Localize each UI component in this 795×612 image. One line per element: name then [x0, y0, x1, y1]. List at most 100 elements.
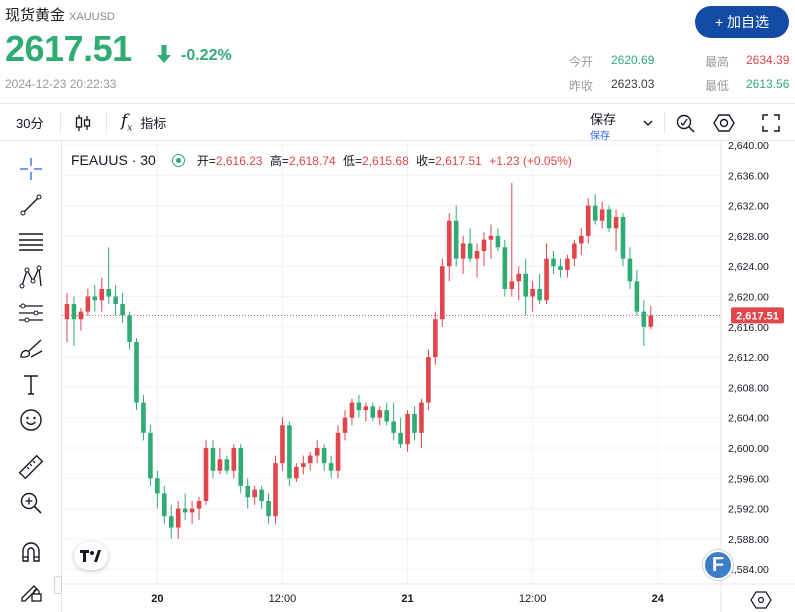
- price-axis-tick: 2,636.00: [728, 170, 769, 182]
- candle-body: [307, 455, 313, 464]
- candlestick-chart[interactable]: 2,640.00 2,636.00 2,632.00 2,628.00 2,624.00…: [62, 141, 795, 612]
- measure-lines-tool[interactable]: [17, 299, 45, 327]
- candle-body: [467, 243, 473, 259]
- candle: [314, 440, 320, 464]
- candle: [196, 497, 202, 520]
- trendline-tool[interactable]: [17, 191, 45, 219]
- candle-body: [516, 273, 522, 282]
- candle: [307, 451, 313, 471]
- high-label: 最高: [705, 55, 730, 69]
- candle: [488, 224, 494, 259]
- candle-body: [426, 357, 431, 403]
- candle-style-button[interactable]: [74, 104, 92, 141]
- emoji-tool[interactable]: [17, 406, 45, 434]
- candle-body: [474, 251, 480, 259]
- candle-body: [412, 413, 417, 433]
- candle-body: [92, 296, 98, 301]
- panel-collapse-handle[interactable]: [54, 576, 62, 594]
- zoom-in-tool[interactable]: [17, 489, 45, 517]
- candle: [155, 470, 160, 509]
- low-value: 2613.56: [746, 77, 790, 91]
- candle-body: [502, 247, 508, 289]
- candle: [106, 247, 111, 305]
- candle: [530, 281, 535, 312]
- candle-body: [356, 402, 362, 411]
- brush-tool[interactable]: [17, 335, 45, 363]
- candle-body: [266, 501, 271, 517]
- candle: [92, 285, 98, 312]
- candle-body: [641, 311, 647, 327]
- candle: [523, 258, 528, 316]
- price-axis-tick: 2,608.00: [728, 382, 769, 394]
- candle: [391, 402, 396, 441]
- candle: [120, 292, 125, 324]
- time-axis-settings-button[interactable]: [750, 591, 772, 609]
- candle: [641, 300, 647, 346]
- legend-low-label: 低: [343, 154, 356, 168]
- candle-body: [599, 209, 605, 221]
- candle-body: [349, 402, 355, 418]
- price-axis-tick: 2,592.00: [728, 504, 769, 516]
- candle-body: [634, 281, 640, 312]
- tradingview-logo-icon: [80, 550, 101, 562]
- trendline-icon: [20, 194, 42, 216]
- candle: [266, 493, 271, 524]
- last-price-tag: 2,617.51: [731, 307, 784, 324]
- fullscreen-button[interactable]: [761, 104, 781, 141]
- candle-body: [252, 489, 257, 498]
- candle-body: [579, 235, 584, 244]
- settings-button[interactable]: [713, 104, 735, 141]
- legend-open: 2,616.23: [215, 154, 263, 168]
- candle: [189, 501, 195, 524]
- candle-body: [446, 220, 452, 267]
- candle: [620, 213, 626, 267]
- tradingview-logo[interactable]: [74, 542, 108, 570]
- candle-body: [148, 432, 153, 479]
- chevron-down-icon: [643, 120, 653, 126]
- candle-body: [433, 319, 438, 358]
- save-dropdown[interactable]: [642, 104, 654, 141]
- candle-body: [544, 258, 549, 301]
- candle-body: [398, 432, 403, 445]
- candle-body: [328, 463, 334, 471]
- pencil-lock-tool[interactable]: [17, 577, 45, 605]
- candle-body: [127, 315, 132, 342]
- text-tool[interactable]: [17, 371, 45, 399]
- ruler-tool[interactable]: [17, 453, 45, 481]
- candle-body: [377, 410, 383, 418]
- brush-icon: [20, 339, 43, 358]
- brand-f-badge[interactable]: F: [703, 550, 733, 580]
- candle: [321, 444, 327, 471]
- candle: [648, 306, 654, 330]
- candle-body: [273, 463, 278, 517]
- candle-body: [440, 266, 445, 320]
- quick-search-button[interactable]: [675, 104, 697, 141]
- candle: [606, 205, 612, 233]
- legend-high: 2,618.74: [288, 154, 336, 168]
- magnet-tool[interactable]: [17, 538, 45, 566]
- candle: [433, 311, 438, 365]
- indicators-button[interactable]: fx 指标: [121, 104, 166, 141]
- quick-search-icon: [676, 114, 695, 132]
- interval-selector[interactable]: 30分: [16, 116, 44, 131]
- candle: [301, 455, 306, 475]
- save-layout-button[interactable]: 保存 保存: [590, 109, 616, 142]
- pattern-tool[interactable]: [17, 263, 45, 291]
- legend-high-label: 高: [269, 154, 282, 168]
- price-axis-tick: 2,600.00: [728, 443, 769, 455]
- candle-body: [175, 508, 181, 528]
- crosshair-tool[interactable]: [17, 155, 45, 183]
- candle: [537, 273, 542, 305]
- candle-body: [558, 266, 563, 270]
- candle-body: [259, 489, 264, 502]
- candle-body: [280, 425, 285, 464]
- candle: [398, 417, 403, 448]
- chart-toolbar: 30分 fx 指标 保存 保存: [0, 103, 795, 142]
- candle: [565, 254, 570, 278]
- candle-body: [530, 288, 535, 297]
- candle: [238, 444, 244, 494]
- fib-tool[interactable]: [17, 227, 45, 255]
- candle: [363, 402, 369, 422]
- add-watchlist-button[interactable]: + 加自选: [695, 6, 789, 38]
- time-axis-tick: 20: [151, 593, 163, 605]
